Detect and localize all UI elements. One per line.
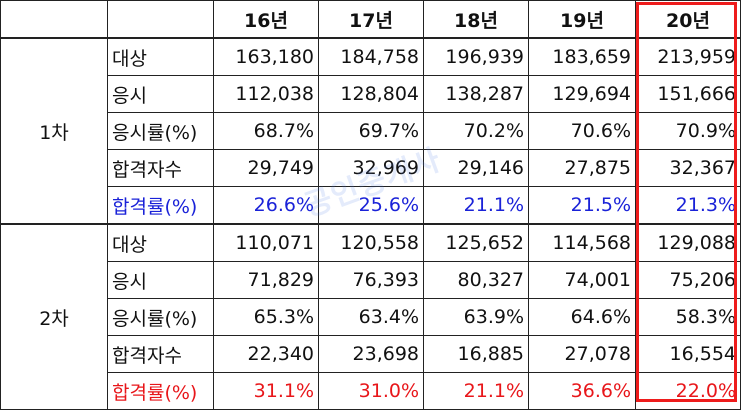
- table-row: 합격자수 29,749 32,969 29,146 27,875 32,367: [1, 149, 741, 187]
- round-label: 1차: [0, 37, 108, 225]
- value-cell: 68.7%: [213, 112, 319, 150]
- value-cell: 29,146: [423, 149, 529, 187]
- metric-label: 응시률(%): [107, 298, 214, 336]
- table-row: 2차 대상 110,071 120,558 125,652 114,568 129,088: [0, 223, 741, 410]
- value-cell: 64.6%: [528, 298, 636, 336]
- value-cell: 26.6%: [213, 186, 319, 225]
- value-cell: 16,554: [635, 335, 741, 373]
- table-row: 1차 대상 163,180 184,758 196,939 183,659 213,959: [0, 37, 741, 225]
- value-cell: 114,568: [528, 223, 636, 262]
- value-cell: 80,327: [423, 261, 529, 299]
- value-cell: 27,078: [528, 335, 636, 373]
- value-cell: 32,969: [318, 149, 424, 187]
- value-cell: 63.4%: [318, 298, 424, 336]
- value-cell: 163,180: [213, 37, 319, 76]
- value-cell: 71,829: [213, 261, 319, 299]
- value-cell: 213,959: [635, 37, 741, 76]
- value-cell: 183,659: [528, 37, 636, 76]
- value-cell: 65.3%: [213, 298, 319, 336]
- value-cell: 76,393: [318, 261, 424, 299]
- header-year-18: 18년: [423, 0, 529, 39]
- value-cell: 75,206: [635, 261, 741, 299]
- metric-label: 응시률(%): [107, 112, 214, 150]
- table-row: 합격률(%) 31.1% 31.0% 21.1% 36.6% 22.0%: [1, 372, 741, 410]
- table-row: 합격자수 22,340 23,698 16,885 27,078 16,554: [1, 335, 741, 373]
- header-year-19: 19년: [528, 0, 636, 39]
- value-cell: 120,558: [318, 223, 424, 262]
- value-cell: 129,694: [528, 75, 636, 113]
- metric-label: 합격률(%): [107, 186, 214, 225]
- value-cell: 63.9%: [423, 298, 529, 336]
- header-year-20: 20년: [635, 0, 741, 39]
- metric-label: 합격률(%): [107, 372, 214, 410]
- value-cell: 22.0%: [635, 372, 741, 410]
- value-cell: 22,340: [213, 335, 319, 373]
- metric-label: 합격자수: [107, 149, 214, 187]
- value-cell: 16,885: [423, 335, 529, 373]
- header-row: 16년 17년 18년 19년 20년: [0, 0, 741, 39]
- metric-label: 대상: [107, 223, 214, 262]
- table-row: 응시 71,829 76,393 80,327 74,001 75,206: [1, 261, 741, 299]
- value-cell: 125,652: [423, 223, 529, 262]
- table-row: 응시률(%) 68.7% 69.7% 70.2% 70.6% 70.9%: [1, 112, 741, 150]
- metric-label: 대상: [107, 37, 214, 76]
- value-cell: 29,749: [213, 149, 319, 187]
- value-cell: 70.6%: [528, 112, 636, 150]
- value-cell: 151,666: [635, 75, 741, 113]
- value-cell: 32,367: [635, 149, 741, 187]
- table-body: 1차 대상 163,180 184,758 196,939 183,659 213,959 응…: [0, 37, 741, 410]
- table-row: 응시 112,038 128,804 138,287 129,694 151,666: [1, 75, 741, 113]
- value-cell: 138,287: [423, 75, 529, 113]
- value-cell: 23,698: [318, 335, 424, 373]
- value-cell: 31.1%: [213, 372, 319, 410]
- header-corner-metric: [107, 0, 214, 39]
- value-cell: 110,071: [213, 223, 319, 262]
- value-cell: 21.3%: [635, 186, 741, 225]
- value-cell: 25.6%: [318, 186, 424, 225]
- value-cell: 69.7%: [318, 112, 424, 150]
- metric-label: 응시: [107, 75, 214, 113]
- value-cell: 74,001: [528, 261, 636, 299]
- value-cell: 70.2%: [423, 112, 529, 150]
- value-cell: 70.9%: [635, 112, 741, 150]
- metric-label: 합격자수: [107, 335, 214, 373]
- value-cell: 129,088: [635, 223, 741, 262]
- value-cell: 21.5%: [528, 186, 636, 225]
- value-cell: 58.3%: [635, 298, 741, 336]
- table-row: 합격률(%) 26.6% 25.6% 21.1% 21.5% 21.3%: [1, 186, 741, 225]
- header-year-17: 17년: [318, 0, 424, 39]
- metric-label: 응시: [107, 261, 214, 299]
- value-cell: 196,939: [423, 37, 529, 76]
- header-year-16: 16년: [213, 0, 319, 39]
- value-cell: 128,804: [318, 75, 424, 113]
- value-cell: 21.1%: [423, 372, 529, 410]
- value-cell: 184,758: [318, 37, 424, 76]
- table-row: 응시률(%) 65.3% 63.4% 63.9% 64.6% 58.3%: [1, 298, 741, 336]
- value-cell: 36.6%: [528, 372, 636, 410]
- header-corner-round: [0, 0, 108, 39]
- round-label: 2차: [0, 223, 108, 410]
- value-cell: 21.1%: [423, 186, 529, 225]
- value-cell: 112,038: [213, 75, 319, 113]
- value-cell: 31.0%: [318, 372, 424, 410]
- value-cell: 27,875: [528, 149, 636, 187]
